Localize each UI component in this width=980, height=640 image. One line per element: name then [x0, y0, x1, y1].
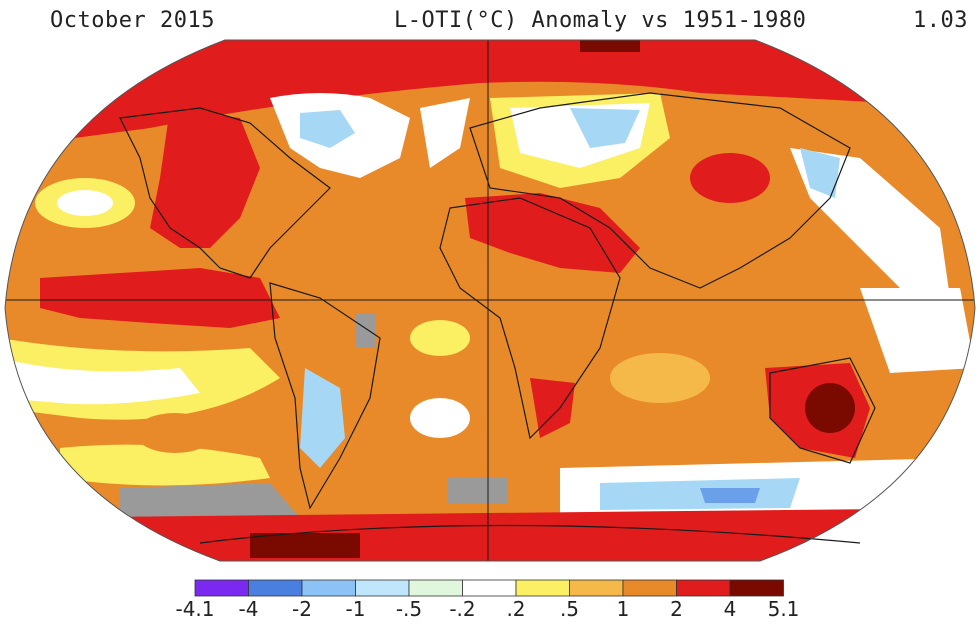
- arctic-hot-spot: [580, 40, 640, 52]
- legend-tick-label: .2: [506, 597, 525, 621]
- south-atlantic-mild: [410, 320, 470, 356]
- legend-tick-label: -2: [292, 597, 312, 621]
- australia-hot-spot: [805, 383, 855, 433]
- west-america-warm: [150, 108, 260, 248]
- legend-tick-label: -4.1: [175, 597, 214, 621]
- north-pacific-neutral: [57, 190, 113, 216]
- legend-swatch: [569, 579, 624, 597]
- map-title-description: L-OTI(°C) Anomaly vs 1951-1980: [394, 8, 807, 33]
- missing-data-amazon: [355, 313, 375, 348]
- legend-swatch: [676, 579, 731, 597]
- legend-tick-label: .5: [560, 597, 579, 621]
- eurasia-coast: [469, 92, 851, 289]
- south-atlantic-neutral: [410, 398, 470, 438]
- hudson-bay-cool: [300, 110, 355, 148]
- global-mean-anomaly: 1.03: [913, 8, 968, 33]
- southern-ocean-colder: [700, 488, 760, 503]
- south-pacific-warm-patch: [135, 413, 215, 453]
- africa-coast: [439, 197, 621, 440]
- arctic-warm-region: [5, 40, 975, 148]
- globe-outline: [4, 39, 976, 562]
- legend-swatch: [301, 579, 356, 597]
- legend-tick-label: -4: [239, 597, 259, 621]
- legend-swatch: [462, 579, 517, 597]
- legend-tick-label: 4: [724, 597, 737, 621]
- missing-data-south-atlantic: [448, 478, 508, 503]
- east-asia-warm: [690, 153, 770, 203]
- north-africa-warm: [465, 193, 640, 273]
- map-title-date: October 2015: [50, 8, 215, 33]
- legend-tick-label: 2: [670, 597, 683, 621]
- legend-tick-label: 1: [617, 597, 630, 621]
- southern-ocean-cool: [600, 478, 800, 510]
- south-america-coast: [269, 282, 381, 510]
- legend-swatch: [248, 579, 303, 597]
- legend-swatch: [194, 579, 249, 597]
- legend-swatch: [355, 579, 410, 597]
- north-america-coast: [119, 107, 331, 279]
- anomaly-field: [5, 40, 975, 561]
- temperature-anomaly-map: [4, 39, 976, 562]
- siberia-cool: [570, 108, 640, 148]
- australia-coast: [769, 357, 876, 464]
- south-pacific-neutral: [5, 358, 200, 405]
- indian-ocean-mild: [610, 353, 710, 403]
- legend-labels: -4.1 -4 -2 -1 -.5 -.2 .2 .5 1 2 4 5.1: [175, 597, 799, 621]
- legend-swatch: [515, 579, 570, 597]
- legend-swatch: [408, 579, 463, 597]
- north-atlantic-neutral: [420, 98, 470, 168]
- antarctic-hot-spot: [250, 533, 360, 558]
- el-nino-warm-band: [40, 268, 280, 328]
- southern-ocean-mild: [60, 444, 270, 486]
- legend-tick-label: 5.1: [768, 597, 800, 621]
- antarctica-coast: [199, 524, 861, 544]
- antarctic-warm-region: [5, 508, 975, 561]
- western-pacific-neutral: [860, 288, 975, 373]
- legend-swatch: [729, 579, 784, 597]
- legend-tick-label: -1: [346, 597, 366, 621]
- color-legend: -4.1 -4 -2 -1 -.5 -.2 .2 .5 1 2 4 5.1: [175, 579, 799, 621]
- legend-swatch: [622, 579, 677, 597]
- southern-africa-warm: [530, 378, 575, 438]
- south-america-cool: [300, 368, 345, 468]
- legend-swatches: [194, 579, 784, 597]
- legend-tick-label: -.2: [449, 597, 475, 621]
- legend-tick-label: -.5: [396, 597, 422, 621]
- japan-sea-cool: [800, 148, 840, 198]
- coastlines: [119, 92, 876, 544]
